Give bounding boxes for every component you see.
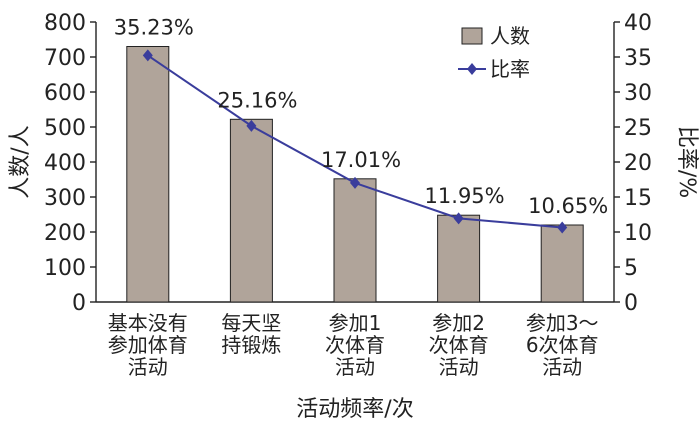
x-category-label: 参加1 bbox=[329, 311, 382, 335]
x-category-label: 活动 bbox=[439, 355, 479, 379]
x-category-label: 活动 bbox=[335, 355, 375, 379]
data-label-1: 35.23% bbox=[114, 16, 194, 40]
y-tick-label: 300 bbox=[44, 186, 86, 211]
data-label-2: 25.16% bbox=[217, 88, 297, 112]
legend-line-label: 比率 bbox=[490, 57, 530, 81]
bar-1 bbox=[126, 46, 170, 303]
bar-4 bbox=[437, 214, 481, 303]
legend: 人数 比率 bbox=[458, 24, 530, 81]
y2-axis-label: 比率/% bbox=[674, 126, 699, 198]
x-category-label: 次体育 bbox=[325, 333, 385, 357]
y-tick-label: 400 bbox=[44, 151, 86, 176]
x-category-label: 持锻炼 bbox=[221, 333, 281, 357]
x-axis-label: 活动频率/次 bbox=[296, 397, 413, 422]
x-category-label: 参加2 bbox=[432, 311, 485, 335]
legend-bar-swatch bbox=[461, 27, 483, 45]
data-label-5: 10.65% bbox=[528, 194, 608, 218]
y2-tick-label: 5 bbox=[624, 256, 638, 281]
y2-tick-label: 10 bbox=[624, 221, 652, 246]
y2-tick-group: 0 5 10 15 20 25 30 35 40 bbox=[614, 11, 652, 316]
y2-tick-label: 40 bbox=[624, 11, 652, 36]
y-tick-label: 100 bbox=[44, 256, 86, 281]
ratio-marker-2 bbox=[246, 119, 257, 132]
x-category-label: 基本没有 bbox=[108, 311, 188, 335]
legend-bar-label: 人数 bbox=[490, 24, 530, 48]
x-category-label: 参加体育 bbox=[108, 333, 188, 357]
bar-3 bbox=[333, 178, 377, 303]
ratio-marker-5 bbox=[557, 221, 568, 234]
x-category-group: 基本没有参加体育活动每天坚持锻炼参加1次体育活动参加2次体育活动参加3～6次体育… bbox=[108, 311, 599, 379]
x-category-label: 每天坚 bbox=[221, 311, 281, 335]
data-label-3: 17.01% bbox=[321, 148, 401, 172]
bar-5 bbox=[540, 224, 584, 303]
y2-tick-label: 15 bbox=[624, 186, 652, 211]
x-category-label: 活动 bbox=[128, 355, 168, 379]
y-tick-label: 800 bbox=[44, 11, 86, 36]
line-group bbox=[142, 49, 568, 234]
bar-group bbox=[126, 46, 584, 303]
x-category-label: 活动 bbox=[542, 355, 582, 379]
data-label-4: 11.95% bbox=[425, 184, 505, 208]
y-tick-label: 700 bbox=[44, 46, 86, 71]
ratio-marker-4 bbox=[453, 212, 464, 225]
x-category-label: 6次体育 bbox=[526, 333, 599, 357]
y2-tick-label: 0 bbox=[624, 291, 638, 316]
bar-2 bbox=[229, 118, 273, 303]
ratio-marker-1 bbox=[142, 49, 153, 62]
y-tick-label: 200 bbox=[44, 221, 86, 246]
y2-tick-label: 25 bbox=[624, 116, 652, 141]
legend-line-marker bbox=[467, 63, 477, 75]
y2-tick-label: 35 bbox=[624, 46, 652, 71]
x-category-label: 参加3～ bbox=[526, 311, 599, 335]
x-category-label: 次体育 bbox=[429, 333, 489, 357]
y-tick-label: 600 bbox=[44, 81, 86, 106]
y-axis-label: 人数/人 bbox=[8, 125, 33, 198]
data-label-group: 35.23% 25.16% 17.01% 11.95% 10.65% bbox=[114, 16, 608, 219]
ratio-marker-3 bbox=[350, 176, 360, 189]
y2-tick-label: 30 bbox=[624, 81, 652, 106]
y-tick-group: 0 100 200 300 400 500 600 700 800 bbox=[44, 11, 96, 316]
y-tick-label: 500 bbox=[44, 116, 86, 141]
y2-tick-label: 20 bbox=[624, 151, 652, 176]
y-tick-label: 0 bbox=[72, 291, 86, 316]
